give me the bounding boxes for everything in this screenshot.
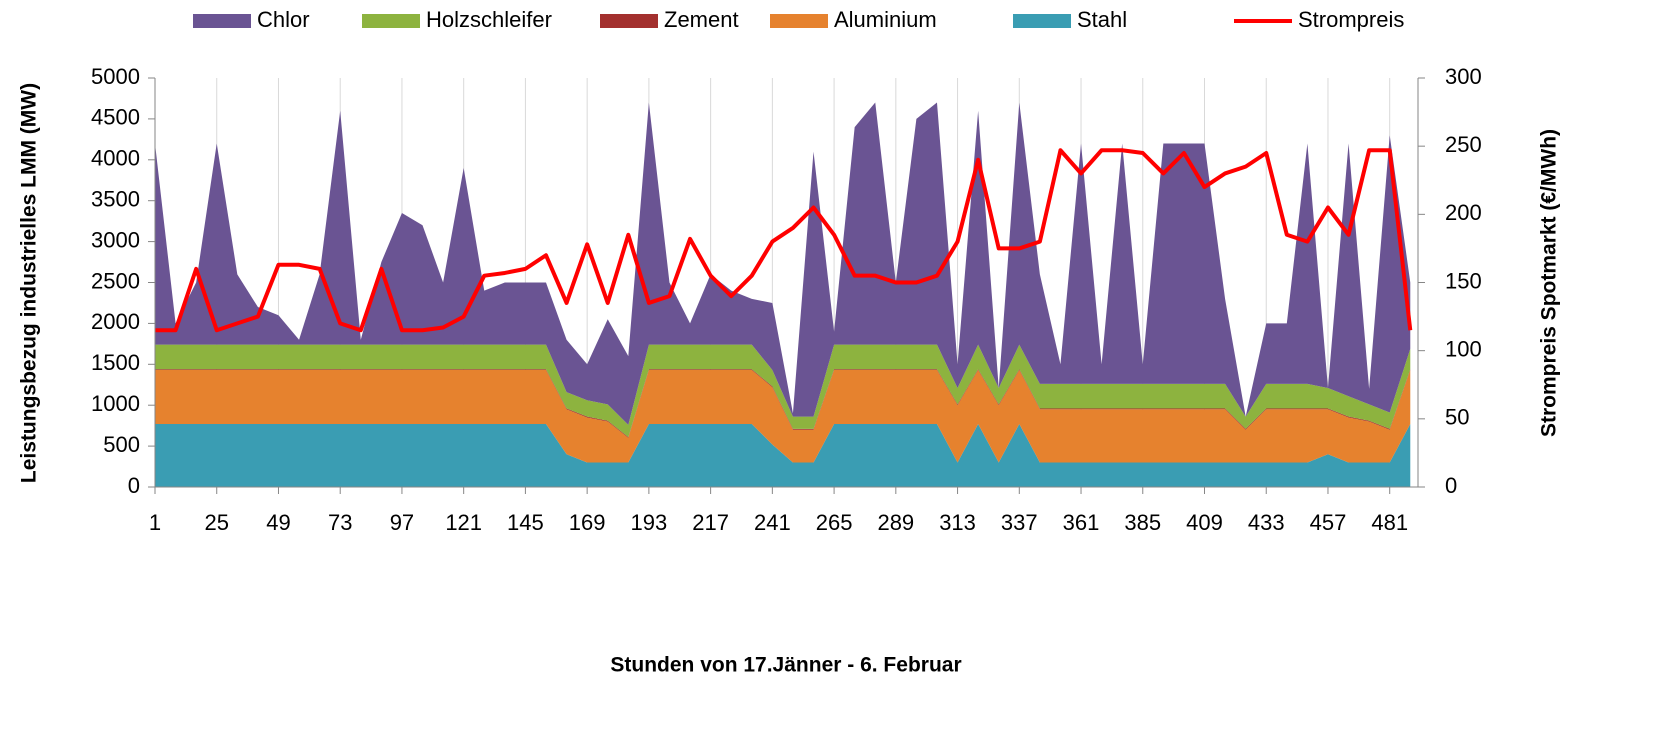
- y2-tick-label: 300: [1445, 64, 1482, 89]
- x-tick-label: 265: [816, 510, 853, 535]
- x-tick-label: 385: [1124, 510, 1161, 535]
- x-tick-label: 337: [1001, 510, 1038, 535]
- legend-label: Aluminium: [834, 7, 937, 32]
- legend-label: Holzschleifer: [426, 7, 552, 32]
- x-tick-label: 289: [877, 510, 914, 535]
- x-tick-label: 217: [692, 510, 729, 535]
- x-tick-label: 409: [1186, 510, 1223, 535]
- x-tick-label: 49: [266, 510, 290, 535]
- y2-tick-label: 100: [1445, 336, 1482, 361]
- legend-swatch: [770, 14, 828, 28]
- x-tick-label: 457: [1310, 510, 1347, 535]
- legend-label: Strompreis: [1298, 7, 1404, 32]
- legend-swatch: [193, 14, 251, 28]
- y-tick-label: 1500: [91, 350, 140, 375]
- y2-tick-label: 250: [1445, 132, 1482, 157]
- y-tick-label: 2500: [91, 268, 140, 293]
- x-tick-label: 193: [631, 510, 668, 535]
- x-tick-label: 481: [1371, 510, 1408, 535]
- y-tick-label: 4500: [91, 105, 140, 130]
- area: [155, 424, 1411, 487]
- x-tick-label: 97: [390, 510, 414, 535]
- y2-tick-label: 50: [1445, 405, 1469, 430]
- legend-swatch: [1013, 14, 1071, 28]
- x-tick-label: 73: [328, 510, 352, 535]
- y-tick-label: 0: [128, 473, 140, 498]
- area: [155, 102, 1411, 425]
- y-axis-title: Leistungsbezug industrielles LMM (MW): [18, 83, 41, 483]
- x-tick-label: 313: [939, 510, 976, 535]
- y2-tick-label: 0: [1445, 473, 1457, 498]
- legend-swatch: [362, 14, 420, 28]
- y-tick-label: 1000: [91, 391, 140, 416]
- x-tick-label: 145: [507, 510, 544, 535]
- y-tick-label: 500: [103, 432, 140, 457]
- legend-label: Stahl: [1077, 7, 1127, 32]
- legend-swatch: [600, 14, 658, 28]
- x-tick-label: 361: [1063, 510, 1100, 535]
- line: [155, 148, 1413, 333]
- x-tick-label: 433: [1248, 510, 1285, 535]
- y-tick-label: 4000: [91, 146, 140, 171]
- area: [155, 370, 1411, 463]
- y-tick-label: 3500: [91, 187, 140, 212]
- x-tick-label: 1: [149, 510, 161, 535]
- y-tick-label: 3000: [91, 227, 140, 252]
- y2-tick-label: 200: [1445, 200, 1482, 225]
- x-tick-label: 241: [754, 510, 791, 535]
- x-tick-label: 25: [204, 510, 228, 535]
- y2-tick-label: 150: [1445, 268, 1482, 293]
- y-tick-label: 5000: [91, 64, 140, 89]
- x-tick-label: 169: [569, 510, 606, 535]
- legend-label: Chlor: [257, 7, 310, 32]
- y-tick-label: 2000: [91, 309, 140, 334]
- area: [155, 344, 1411, 438]
- x-tick-label: 121: [445, 510, 482, 535]
- legend-label: Zement: [664, 7, 739, 32]
- x-axis-title: Stunden von 17.Jänner - 6. Februar: [610, 654, 961, 677]
- y2-axis-title: Strompreis Spotmarkt (€/MWh): [1538, 129, 1561, 437]
